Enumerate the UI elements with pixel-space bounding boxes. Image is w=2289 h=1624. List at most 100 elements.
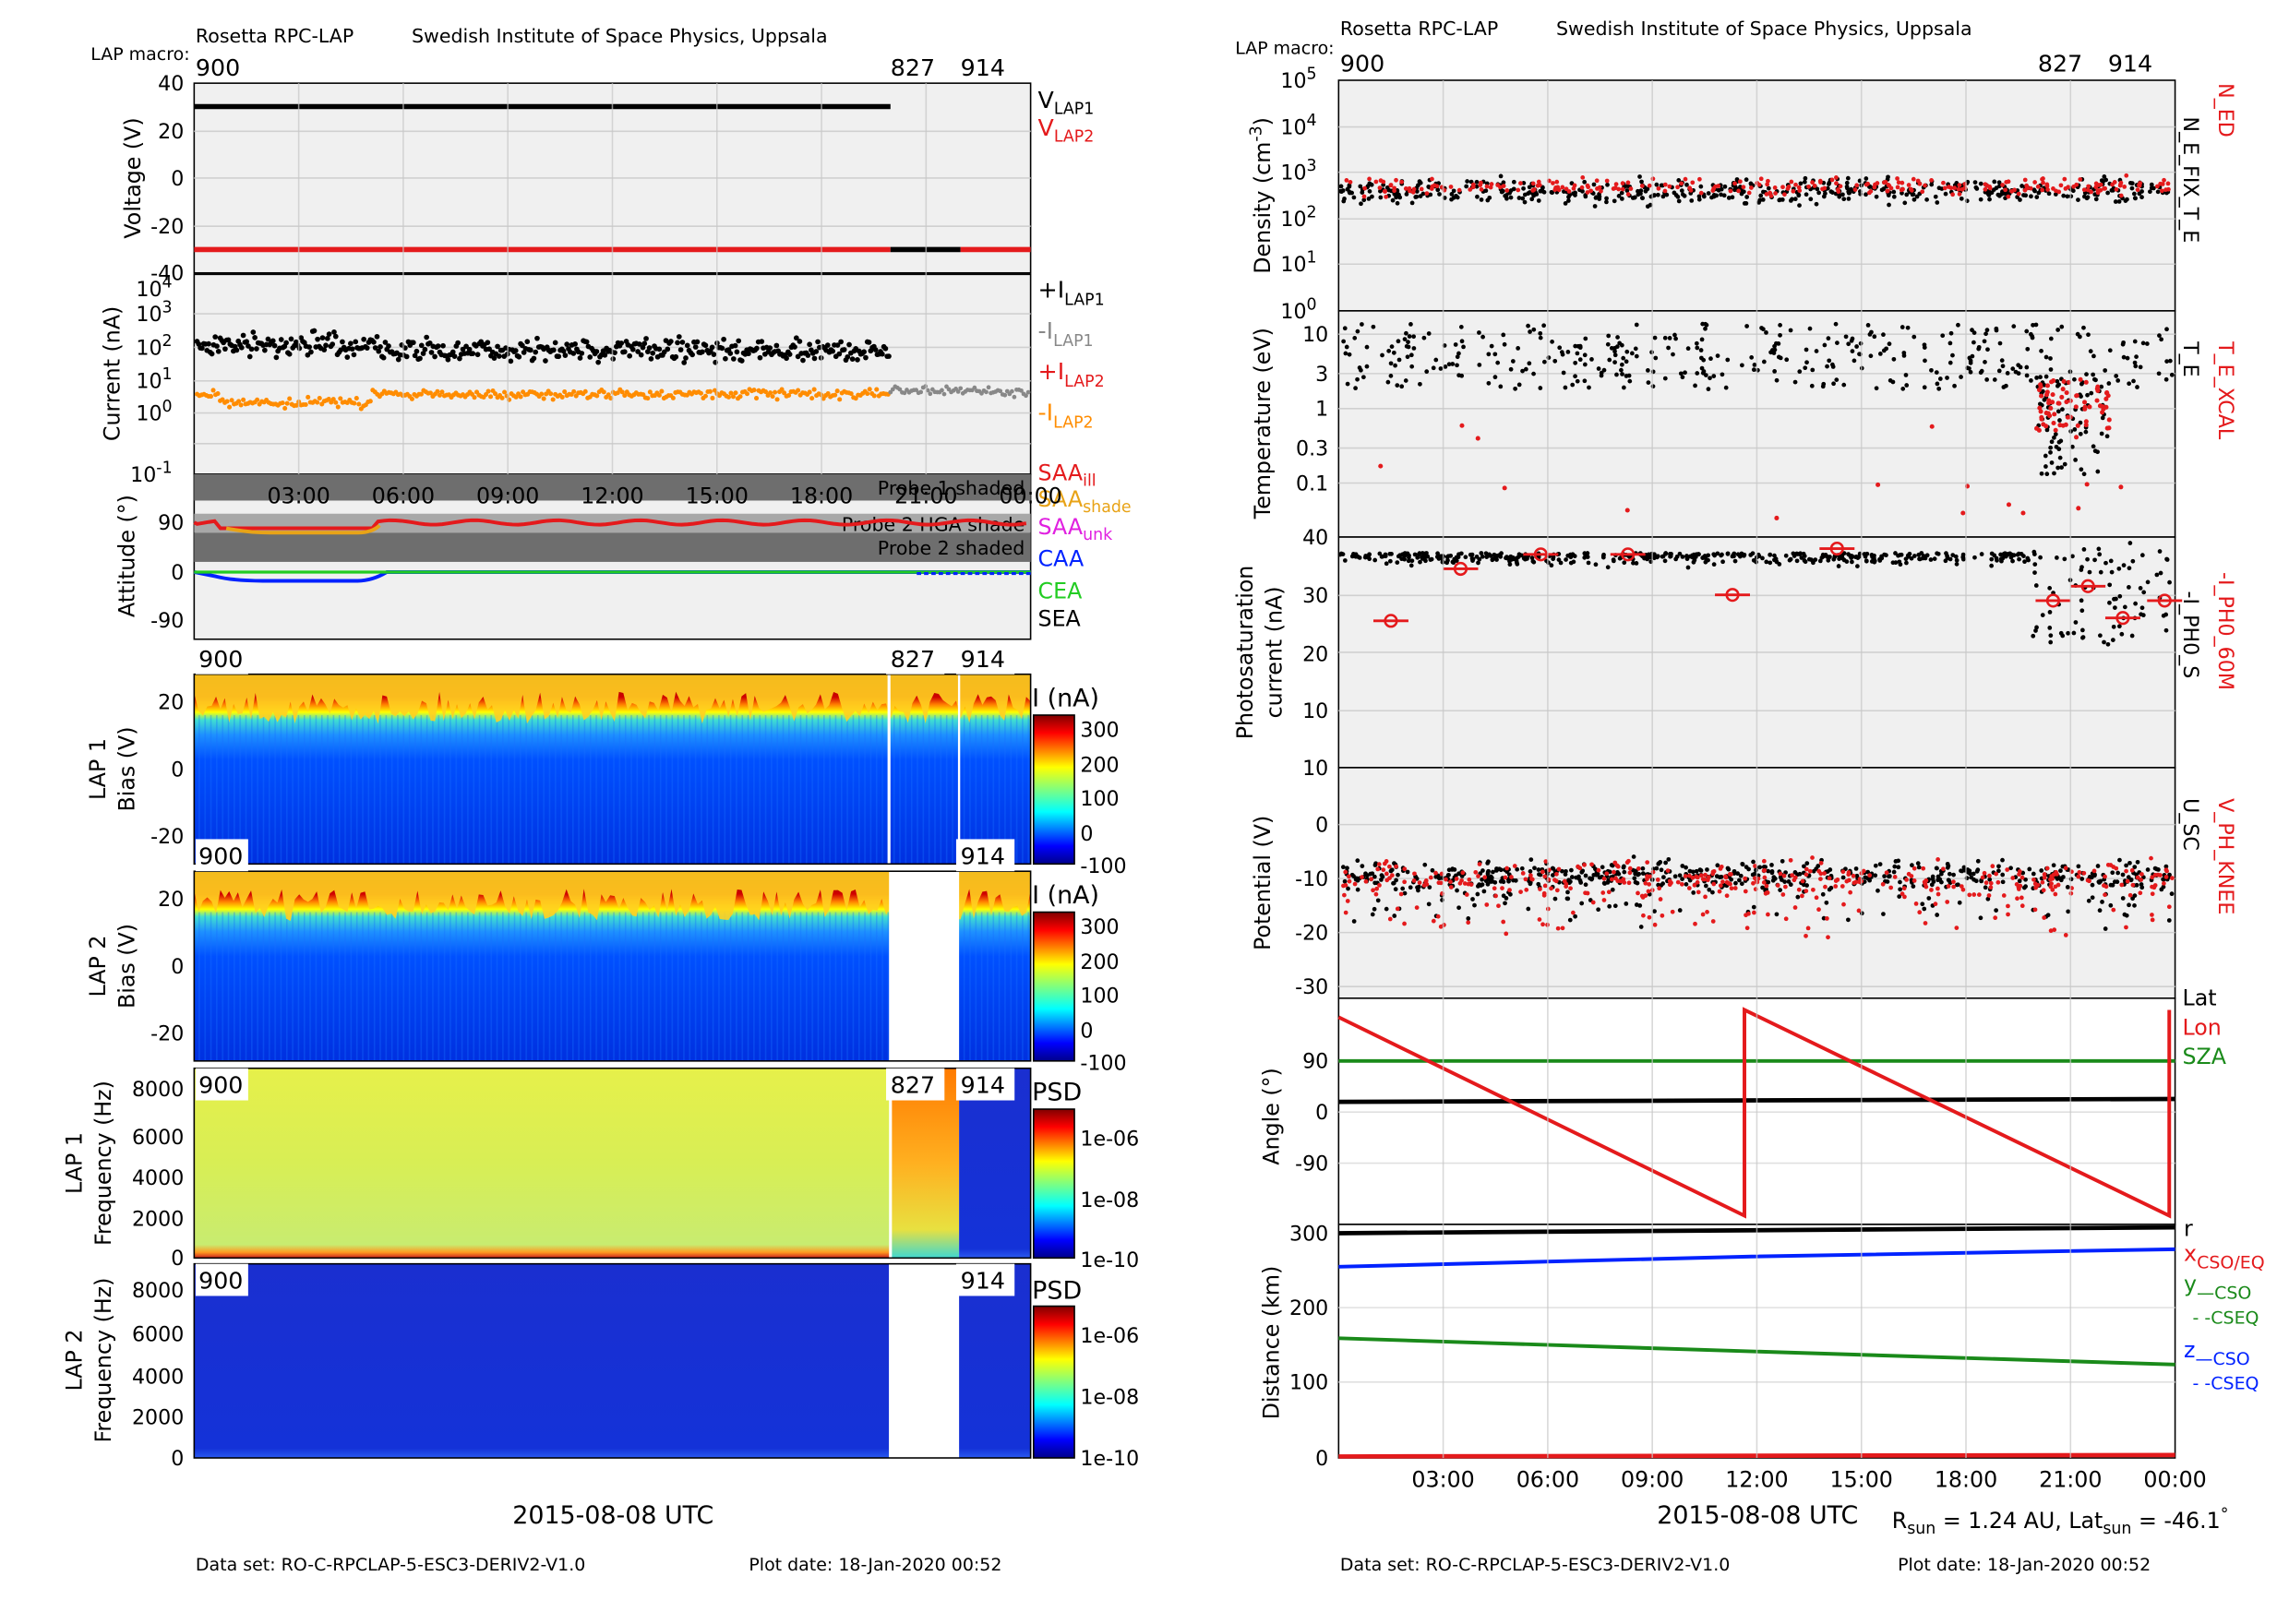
current-point — [656, 346, 663, 352]
temperature-point-red — [2081, 400, 2088, 405]
potential-point — [1881, 912, 1886, 916]
density-point — [2133, 196, 2138, 201]
band-probe1 — [194, 474, 1031, 501]
current-point — [371, 339, 377, 345]
temperature-point — [2131, 378, 2136, 384]
potential-point-red — [1647, 881, 1652, 887]
density-point-red — [1367, 176, 1372, 182]
current-point-lap2 — [656, 392, 662, 398]
density-point — [2151, 185, 2156, 191]
temperature-point — [1694, 340, 1699, 346]
density-point — [1978, 197, 1983, 202]
photo-point — [1448, 553, 1454, 558]
photo-point — [2085, 556, 2090, 562]
density-point — [1676, 178, 1682, 183]
temperature-point — [1830, 362, 1835, 367]
potential-point-red — [2019, 875, 2025, 880]
potential-point — [1400, 886, 1406, 891]
temperature-point — [2081, 325, 2086, 330]
potential-point-red — [1840, 869, 1846, 875]
potential-point-red — [1851, 873, 1856, 878]
current-point-lap2 — [754, 396, 760, 401]
potential-point — [1897, 894, 1902, 899]
current-point — [234, 347, 240, 353]
potential-point-red — [1660, 913, 1665, 918]
density-point — [1696, 194, 1702, 199]
temperature-point — [1477, 330, 1481, 335]
current-point — [612, 350, 617, 356]
density-point — [2053, 192, 2058, 197]
temperature-point-red — [2055, 400, 2061, 406]
temperature-point — [1749, 355, 1755, 360]
photo-point — [1454, 558, 1459, 564]
potential-point-red — [1395, 906, 1400, 912]
potential-point — [1567, 917, 1573, 923]
density-point — [1527, 190, 1532, 195]
potential-point — [1580, 868, 1586, 874]
potential-point-red — [2091, 868, 2097, 874]
potential-point-red — [1921, 866, 1926, 871]
potential-point-red — [1804, 872, 1809, 878]
current-point — [886, 353, 892, 359]
density-point-red — [1746, 190, 1752, 196]
potential-point — [1892, 864, 1898, 869]
photo-point — [2098, 633, 2103, 639]
current-point-lap2 — [594, 393, 600, 399]
pot-tick-m20: -20 — [1295, 922, 1328, 946]
temperature-point — [2091, 444, 2096, 449]
potential-point — [1853, 866, 1859, 871]
x-tick-label: 00:00 — [999, 484, 1061, 509]
photo-point — [1742, 553, 1746, 558]
temperature-point-red — [2084, 482, 2090, 487]
temperature-point — [1959, 375, 1963, 379]
photo-point — [1488, 554, 1493, 558]
potential-point — [2108, 902, 2114, 908]
density-point-red — [1554, 179, 1560, 185]
photo-point — [1479, 551, 1484, 555]
photo-point — [1622, 560, 1627, 566]
psd1-macro-914: 914 — [961, 1072, 1005, 1099]
potential-point-red — [1448, 879, 1453, 885]
temperature-point — [1438, 366, 1444, 371]
current-ylabel: Current (nA) — [100, 306, 126, 441]
spec1-macro-914: 914 — [961, 646, 1005, 673]
temperature-point-red — [2073, 404, 2079, 410]
potential-point-red — [2150, 875, 2155, 880]
potential-point — [1896, 865, 1901, 870]
current-point-lap2 — [354, 396, 359, 401]
potential-point-red — [1448, 885, 1454, 890]
density-point-red — [1456, 187, 1462, 193]
psd1-ylabel-2: Frequency (Hz) — [90, 1081, 116, 1246]
temperature-point — [1634, 322, 1639, 328]
current-point — [668, 339, 674, 344]
temperature-point — [1821, 381, 1827, 387]
spec1-macro-900: 900 — [198, 646, 243, 673]
potential-point-red — [1705, 909, 1709, 914]
photo-point — [1872, 555, 1876, 561]
temperature-point — [1538, 330, 1543, 336]
spec2-cbar-title: I (nA) — [1032, 881, 1099, 910]
density-point-red — [1662, 188, 1668, 194]
density-point — [1828, 189, 1834, 195]
current-point — [738, 358, 745, 364]
density-point-red — [1829, 177, 1835, 183]
current-point — [463, 343, 469, 350]
density-point — [1358, 184, 1363, 189]
temperature-point — [1984, 377, 1990, 382]
angle-tick-90: 90 — [1302, 1050, 1328, 1074]
photo-point — [2113, 605, 2117, 610]
photo-point — [1456, 552, 1461, 557]
potential-point-red — [1846, 878, 1852, 883]
photo-hourly-marker — [1533, 547, 1548, 562]
density-tick-0: 100 — [1280, 295, 1316, 323]
temperature-point — [2048, 445, 2053, 450]
density-point — [1719, 186, 1724, 192]
potential-point-red — [1687, 873, 1692, 878]
photo-point — [2047, 626, 2053, 630]
density-point-red — [2162, 177, 2166, 183]
temperature-point — [1666, 345, 1671, 351]
photo-point — [2062, 556, 2067, 562]
potential-point — [1470, 897, 1475, 902]
density-point-red — [1822, 185, 1828, 191]
density-point-red — [1594, 178, 1600, 184]
